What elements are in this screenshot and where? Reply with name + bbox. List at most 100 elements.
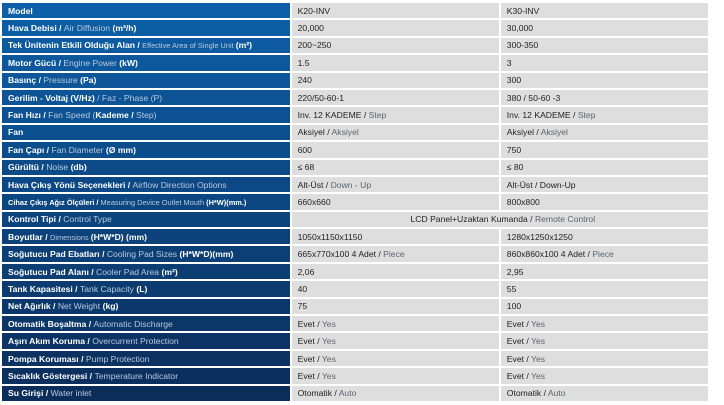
text-segment: Yes	[321, 353, 336, 364]
spec-label: Net Ağırlık / Net Weight (kg)	[2, 298, 290, 315]
text-segment: Model	[8, 5, 33, 16]
text-segment: Yes	[531, 353, 546, 364]
spec-label: Basınç / Pressure (Pa)	[2, 72, 290, 88]
text-segment: ≤ 80	[506, 162, 524, 173]
spec-label: Gerilim - Voltaj (V/Hz) / Faz - Phase (P…	[2, 89, 290, 106]
text-segment: 55	[506, 283, 517, 294]
spec-value-k30: 30,000	[500, 20, 708, 36]
spec-value-k20: K20-INV	[291, 3, 499, 19]
spec-value-k30: 1280x1250x1250	[500, 229, 708, 245]
spec-value-k30: 55	[500, 281, 708, 297]
text-segment: 2,95	[506, 266, 524, 277]
text-segment: Motor Gücü /	[8, 57, 64, 68]
text-segment: Gürültü /	[8, 162, 47, 173]
text-segment: (H*W)(mm.)	[206, 197, 247, 207]
spec-label: Motor Gücü / Engine Power (kW)	[2, 55, 290, 71]
text-segment: 30,000	[506, 23, 534, 34]
text-segment: LCD Panel+Uzaktan Kumanda /	[410, 214, 535, 225]
text-segment: Fan	[8, 127, 24, 138]
spec-row: Fan Aksiyel / Aksiyel Aksiyel / Aksiyel	[2, 124, 708, 141]
text-segment: Tank Kapasitesi /	[8, 283, 80, 294]
spec-table: Model K20-INV K30-INV Hava Debisi / Air Dif…	[0, 1, 710, 403]
text-segment: Kontrol Tipi /	[8, 214, 64, 225]
spec-value-k30: Evet / Yes	[500, 316, 708, 332]
text-segment: Dimensions	[50, 232, 91, 242]
text-segment: Remote Control	[534, 214, 596, 225]
spec-value-k30: ≤ 80	[500, 159, 708, 175]
text-segment: Gerilim - Voltaj (V/Hz)	[8, 92, 95, 103]
text-segment: Fan Hızı /	[8, 110, 49, 121]
text-segment: 3	[506, 57, 512, 68]
spec-value-k20: 240	[291, 72, 499, 88]
text-segment: Auto	[338, 388, 357, 399]
spec-label: Fan	[2, 124, 290, 141]
text-segment: Piece	[592, 249, 614, 260]
text-segment: Fan Diameter	[51, 144, 106, 155]
text-segment: Sıcaklık Göstergesi /	[8, 370, 95, 381]
text-segment: 750	[506, 144, 522, 155]
spec-value-k20: 75	[291, 298, 499, 315]
spec-label: Hava Çıkış Yönü Seçenekleri / Airflow Di…	[2, 176, 290, 193]
text-segment: Soğutucu Pad Ebatları /	[8, 249, 107, 260]
spec-value-k30: K30-INV	[500, 3, 708, 19]
text-segment: 20,000	[297, 23, 324, 34]
spec-value-k30: Inv. 12 KADEME / Step	[500, 107, 708, 123]
spec-value-k30: 750	[500, 142, 708, 158]
spec-value-k30: 380 / 50-60 -3	[500, 89, 708, 106]
text-segment: Water inlet	[50, 388, 92, 399]
text-segment: Net Weight	[57, 301, 103, 312]
text-segment: Cooler Pad Area	[96, 266, 162, 277]
text-segment: Airflow Direction Options	[132, 179, 227, 190]
spec-value-k30: 2,95	[500, 263, 708, 280]
text-segment: 220/50-60-1	[297, 92, 344, 103]
spec-value-k30: 860x860x100 4 Adet / Piece	[500, 246, 708, 262]
spec-value-k20: Evet / Yes	[291, 316, 499, 332]
spec-label: Otomatik Boşaltma / Automatic Discharge	[2, 316, 290, 332]
spec-value-k20: Aksiyel / Aksiyel	[291, 124, 499, 141]
text-segment: 660x660	[297, 196, 331, 207]
text-segment: Air Diffusion	[63, 23, 113, 34]
spec-value-k20: 665x770x100 4 Adet / Piece	[291, 246, 499, 262]
text-segment: Evet /	[297, 336, 322, 347]
spec-label: Tek Ünitenin Etkili Olduğu Alan / Effect…	[2, 37, 290, 54]
spec-value-k20: 1050x1150x1150	[291, 229, 499, 245]
spec-row: Boyutlar / Dimensions (H*W*D) (mm) 1050x1…	[2, 229, 708, 245]
text-segment: (m²)	[235, 40, 252, 51]
text-segment: 800x800	[506, 196, 540, 207]
text-segment: Aksiyel /	[506, 127, 541, 138]
spec-value-k20: ≤ 68	[291, 159, 499, 175]
text-segment: Hava Çıkış Yönü Seçenekleri /	[8, 179, 133, 190]
text-segment: 665x770x100 4 Adet /	[297, 249, 384, 260]
spec-label: Fan Çapı / Fan Diameter (Ø mm)	[2, 142, 290, 158]
spec-row: Hava Çıkış Yönü Seçenekleri / Airflow Di…	[2, 176, 708, 193]
spec-label: Model	[2, 3, 290, 19]
text-segment: Aşırı Akım Koruma /	[8, 336, 93, 347]
spec-label: Gürültü / Noise (db)	[2, 159, 290, 175]
spec-value-k30: Evet / Yes	[500, 368, 708, 384]
text-segment: (kW)	[119, 57, 138, 68]
text-segment: Alt-Üst / Down-Up	[506, 179, 576, 190]
text-segment: Net Ağırlık /	[8, 301, 58, 312]
text-segment: Step	[368, 110, 387, 121]
text-segment: 1280x1250x1250	[506, 231, 573, 242]
text-segment: (kg)	[102, 301, 119, 312]
spec-label: Tank Kapasitesi / Tank Capacity (L)	[2, 281, 290, 297]
text-segment: Effective Area of Single Unit	[142, 41, 236, 51]
spec-row: Pompa Koruması / Pump Protection Evet / Y…	[2, 350, 708, 367]
spec-value-k20: 1.5	[291, 55, 499, 71]
spec-row: Net Ağırlık / Net Weight (kg) 75 100	[2, 298, 708, 315]
text-segment: (H*W*D) (mm)	[90, 231, 148, 242]
spec-value-k30: 100	[500, 298, 708, 315]
spec-label: Fan Hızı / Fan Speed (Kademe / Step)	[2, 107, 290, 123]
spec-value-k30: 800x800	[500, 194, 708, 210]
text-segment: Tank Capacity	[79, 283, 137, 294]
text-segment: Evet /	[297, 318, 322, 329]
text-segment: Cooling Pad Sizes	[106, 249, 180, 260]
spec-value-shared: LCD Panel+Uzaktan Kumanda / Remote Contr…	[291, 211, 708, 228]
text-segment: (m³/h)	[112, 23, 137, 34]
spec-row: Motor Gücü / Engine Power (kW) 1.5 3	[2, 55, 708, 71]
spec-value-k20: 220/50-60-1	[291, 89, 499, 106]
text-segment: (H*W*D)(mm)	[179, 249, 234, 260]
spec-value-k30: Aksiyel / Aksiyel	[500, 124, 708, 141]
text-segment: Yes	[531, 370, 546, 381]
